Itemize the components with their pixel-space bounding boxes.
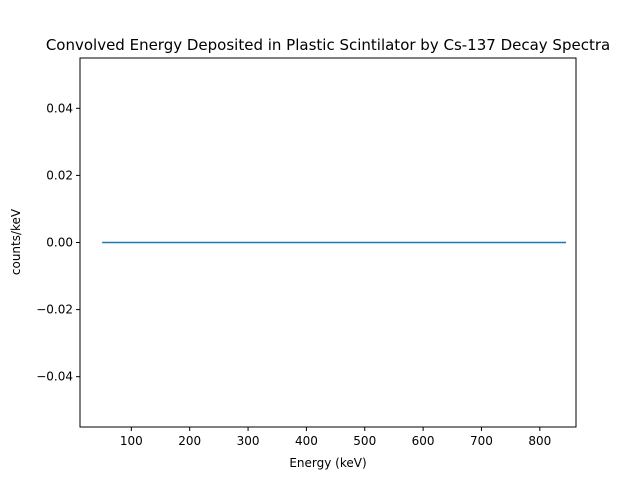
x-tick-label: 100 bbox=[120, 434, 143, 448]
y-tick-label: 0.00 bbox=[46, 236, 73, 250]
x-axis: 100 200 300 400 500 600 700 800 bbox=[120, 427, 551, 448]
y-axis-label: counts/keV bbox=[9, 208, 23, 275]
x-axis-label: Energy (keV) bbox=[289, 456, 366, 470]
y-tick-label: 0.02 bbox=[46, 168, 73, 182]
x-tick-label: 300 bbox=[237, 434, 260, 448]
y-tick-label: −0.04 bbox=[36, 370, 73, 384]
y-tick-label: 0.04 bbox=[46, 101, 73, 115]
chart-title: Convolved Energy Deposited in Plastic Sc… bbox=[46, 36, 610, 54]
y-tick-label: −0.02 bbox=[36, 303, 73, 317]
x-tick-label: 700 bbox=[470, 434, 493, 448]
x-tick-label: 500 bbox=[353, 434, 376, 448]
x-tick-label: 400 bbox=[295, 434, 318, 448]
x-tick-label: 800 bbox=[528, 434, 551, 448]
x-tick-label: 600 bbox=[412, 434, 435, 448]
y-axis: −0.04 −0.02 0.00 0.02 0.04 bbox=[36, 101, 80, 384]
x-tick-label: 200 bbox=[178, 434, 201, 448]
